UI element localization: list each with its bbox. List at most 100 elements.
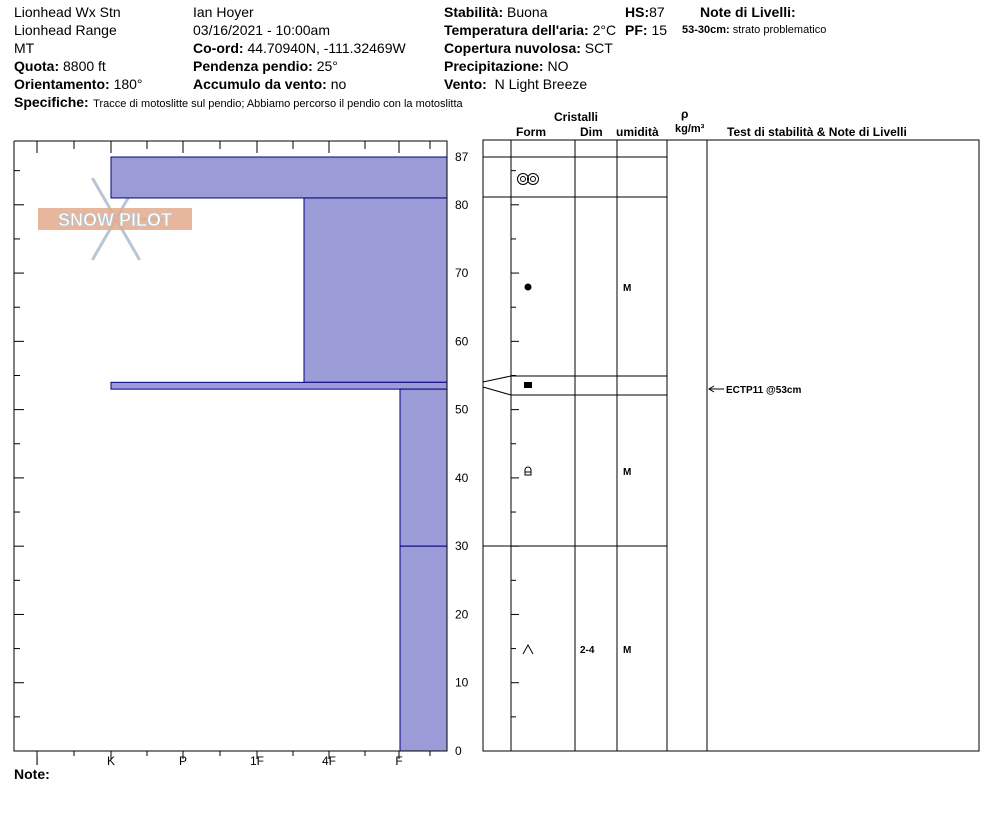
form-header: Form <box>516 125 546 139</box>
stability-test-arrowhead <box>708 385 715 393</box>
grain-form-symbol <box>527 173 539 185</box>
hardness-layer-bar <box>110 381 448 390</box>
hs-row: HS:87 <box>625 5 665 19</box>
moisture-value: M <box>623 645 631 656</box>
grain-size-value: 2-4 <box>580 645 595 656</box>
hardness-frame <box>13 140 448 752</box>
layer-notes-title: Note di Livelli: <box>700 4 796 20</box>
pf-value: 15 <box>651 22 668 38</box>
elevation-row: Quota: 8800 ft <box>14 59 106 73</box>
grain-form-symbol <box>524 466 532 476</box>
grain-form-symbol <box>517 173 529 185</box>
depth-tick-label: 80 <box>455 198 469 212</box>
aspect-row: Orientamento: 180° <box>14 77 143 91</box>
layer-note-text: strato problematico <box>732 24 827 36</box>
slope-value: 25° <box>316 58 338 74</box>
depth-tick-label: 10 <box>455 676 469 690</box>
layer-note-item: 53-30cm: strato problematico <box>682 25 826 36</box>
grain-form-symbol <box>530 176 536 182</box>
range-name: Lionhead Range <box>14 22 117 38</box>
hardness-tick-label: 4F <box>322 754 336 768</box>
precip-label: Precipitazione: <box>444 58 544 74</box>
precip-value: NO <box>547 58 569 74</box>
hardness-axis: I K P 1F 4F F <box>35 751 431 768</box>
size-header: Dim <box>580 125 603 139</box>
hardness-tick-label: F <box>395 754 402 768</box>
specifics-text: Tracce di motoslitte sul pendio; Abbiamo… <box>93 98 463 110</box>
layer-note-range: 53-30cm: <box>682 24 730 36</box>
coord-row: Co-ord: 44.70940N, -111.32469W <box>193 41 406 55</box>
hardness-layer-bar <box>110 156 448 199</box>
depth-axis: 0 10 20 30 40 50 60 70 80 87 <box>455 150 519 758</box>
state-name: MT <box>14 40 35 56</box>
depth-tick-label: 60 <box>455 334 469 348</box>
boundary-connector <box>482 375 512 383</box>
air-temp-row: Temperatura dell'aria: 2°C <box>444 23 616 37</box>
depth-tick-label: 30 <box>455 539 469 553</box>
depth-tick-label: 87 <box>455 150 469 164</box>
moisture-value: M <box>623 283 631 294</box>
depth-tick-label: 70 <box>455 266 469 280</box>
station-name: Lionhead Wx Stn <box>14 4 121 20</box>
density-symbol: ρ <box>681 107 689 121</box>
pf-label: PF: <box>625 22 648 38</box>
specifics-label: Specifiche: <box>14 94 89 110</box>
coord-value: 44.70940N, -111.32469W <box>247 40 406 56</box>
depth-tick-label: 20 <box>455 607 469 621</box>
hardness-layer-bar <box>303 197 448 383</box>
stability-value: Buona <box>507 4 548 20</box>
tests-header: Test di stabilità & Note di Livelli <box>727 125 907 139</box>
pf-row: PF: 15 <box>625 23 667 37</box>
air-temp-label: Temperatura dell'aria: <box>444 22 589 38</box>
density-unit: kg/m³ <box>675 123 705 135</box>
wind-row: Vento: N Light Breeze <box>444 77 587 91</box>
aspect-value: 180° <box>113 76 143 92</box>
moisture-header: umidità <box>616 125 659 139</box>
sky-row: Copertura nuvolosa: SCT <box>444 41 613 55</box>
depth-tick-label: 50 <box>455 403 469 417</box>
sky-value: SCT <box>584 40 613 56</box>
elevation-label: Quota: <box>14 58 60 74</box>
aspect-label: Orientamento: <box>14 76 110 92</box>
moisture-value: M <box>623 467 631 478</box>
slope-label: Pendenza pendio: <box>193 58 313 74</box>
hs-label: HS: <box>625 4 650 20</box>
wind-loading-row: Accumulo da vento: no <box>193 77 346 91</box>
hardness-layer-bar <box>399 388 448 547</box>
specifics-row: Specifiche: Tracce di motoslitte sul pen… <box>14 95 463 111</box>
grain-form-symbol <box>520 176 526 182</box>
hardness-tick-label: P <box>179 754 187 768</box>
grain-form-symbol <box>524 283 532 291</box>
elevation-value: 8800 ft <box>63 58 106 74</box>
hardness-tick-label: I <box>35 754 38 768</box>
hardness-layer-bar <box>399 545 448 752</box>
wind-label: Vento: <box>444 76 487 92</box>
wind-value: N Light Breeze <box>494 76 588 92</box>
stability-row: Stabilità: Buona <box>444 5 548 19</box>
logo-band <box>38 208 192 230</box>
crystals-header: Cristalli <box>554 110 599 124</box>
depth-tick-label: 40 <box>455 471 469 485</box>
wind-loading-value: no <box>330 76 347 92</box>
obs-datetime: 03/16/2021 - 10:00am <box>193 22 330 38</box>
depth-tick-label: 0 <box>455 744 462 758</box>
slope-row: Pendenza pendio: 25° <box>193 59 338 73</box>
air-temp-value: 2°C <box>592 22 617 38</box>
hardness-profile <box>110 156 448 752</box>
coord-label: Co-ord: <box>193 40 244 56</box>
precip-row: Precipitazione: NO <box>444 59 568 73</box>
boundary-connector <box>482 386 512 396</box>
grain-form-symbol <box>524 382 532 388</box>
hardness-tick-label: 1F <box>250 754 264 768</box>
stability-test-label: ECTP11 @53cm <box>726 385 801 396</box>
layer-table: M M 2-4 M ECTP11 @53cm <box>482 139 980 752</box>
observer-name: Ian Hoyer <box>193 4 254 20</box>
stability-label: Stabilità: <box>444 4 504 20</box>
hardness-plot-border <box>13 140 448 752</box>
wind-loading-label: Accumulo da vento: <box>193 76 327 92</box>
sky-label: Copertura nuvolosa: <box>444 40 581 56</box>
logo-text: SNOW PILOT <box>58 210 172 230</box>
grain-form-symbol <box>522 643 534 655</box>
hardness-tick-label: K <box>107 754 115 768</box>
